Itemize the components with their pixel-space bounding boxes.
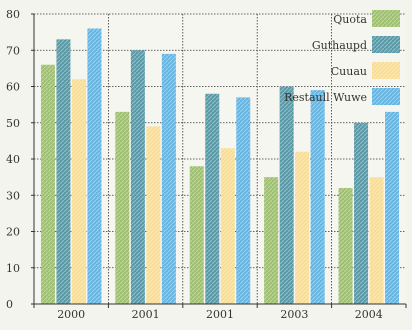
y-tick-label: 30 bbox=[6, 189, 20, 202]
bars bbox=[40, 28, 400, 304]
y-tick-label: 40 bbox=[6, 153, 20, 166]
legend-label: Restaull Wuwe bbox=[284, 91, 367, 104]
legend-swatch-texture bbox=[372, 88, 400, 105]
y-tick-labels: 0 10 20 30 40 50 60 70 80 bbox=[6, 8, 20, 311]
bar-texture bbox=[279, 86, 294, 304]
legend-label: Quota bbox=[333, 13, 367, 26]
legend: Quota Guthaupd Cuuau Restaull Wuwe bbox=[284, 10, 400, 105]
bar-texture bbox=[310, 90, 325, 304]
x-tick-labels: 2000 2001 2001 2003 2004 bbox=[57, 308, 383, 321]
x-tick-label: 2003 bbox=[280, 308, 308, 321]
bar-texture bbox=[130, 50, 145, 304]
bar-texture bbox=[189, 166, 204, 304]
y-tick-label: 70 bbox=[6, 44, 20, 57]
bar-texture bbox=[56, 39, 71, 304]
y-tick-label: 10 bbox=[6, 262, 20, 275]
legend-swatch-texture bbox=[372, 36, 400, 53]
y-tick-label: 20 bbox=[6, 226, 20, 239]
bar-texture bbox=[385, 111, 400, 304]
x-tick-label: 2001 bbox=[132, 308, 160, 321]
x-tick-label: 2000 bbox=[57, 308, 85, 321]
bar-texture bbox=[354, 122, 369, 304]
axes bbox=[31, 13, 407, 308]
legend-label: Guthaupd bbox=[312, 39, 367, 52]
x-tick-label: 2001 bbox=[206, 308, 234, 321]
y-tick-label: 50 bbox=[6, 117, 20, 130]
bar-texture bbox=[161, 53, 176, 304]
bar-texture bbox=[71, 79, 86, 304]
y-tick-label: 0 bbox=[6, 298, 13, 311]
legend-swatch-texture bbox=[372, 10, 400, 27]
bar-texture bbox=[236, 97, 251, 304]
bar-texture bbox=[338, 188, 353, 304]
bar-texture bbox=[264, 177, 279, 304]
bar-texture bbox=[295, 151, 310, 304]
bar-texture bbox=[115, 111, 130, 304]
bar-texture bbox=[205, 93, 220, 304]
legend-swatch-texture bbox=[372, 62, 400, 79]
x-tick-label: 2004 bbox=[355, 308, 383, 321]
bar-texture bbox=[87, 28, 102, 304]
bar-texture bbox=[40, 64, 55, 304]
bar-texture bbox=[146, 126, 161, 304]
y-tick-label: 80 bbox=[6, 8, 20, 21]
legend-label: Cuuau bbox=[331, 65, 367, 78]
y-tick-label: 60 bbox=[6, 81, 20, 94]
bar-texture bbox=[220, 148, 235, 304]
bar-texture bbox=[369, 177, 384, 304]
